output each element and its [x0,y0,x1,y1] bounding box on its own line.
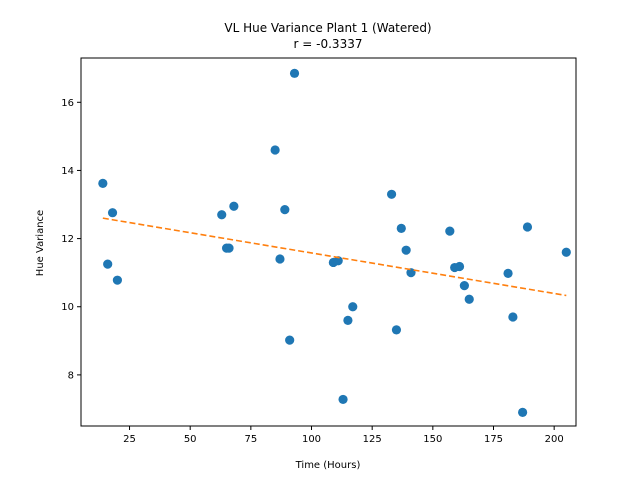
data-point [518,407,528,417]
y-tick-label: 16 [61,98,74,109]
data-point [522,222,533,232]
data-point [224,243,234,253]
x-tick-label: 75 [244,434,257,445]
data-point [333,256,343,266]
data-point [217,210,227,220]
y-tick-label: 10 [61,302,74,313]
data-point [275,254,285,264]
x-tick-label: 200 [545,434,564,445]
chart-title: VL Hue Variance Plant 1 (Watered) [224,21,431,35]
y-tick-label: 8 [68,370,74,381]
data-point [396,223,406,233]
data-point [229,201,239,211]
data-point [343,315,353,325]
x-tick-label: 100 [302,434,321,445]
data-point [348,302,358,312]
data-point [401,245,411,255]
data-point [561,247,571,257]
axes-frame [80,57,577,427]
x-axis-title: Time (Hours) [295,460,361,471]
data-point [503,268,513,278]
data-point [406,268,416,278]
plot-area: 25 50 75 100 125 150 175 200 8 10 12 14 16 [61,57,577,445]
data-point [445,226,455,236]
data-point [459,281,469,291]
data-point [454,261,465,272]
data-point [289,68,300,78]
x-tick-label: 50 [184,434,197,445]
data-point [280,205,290,215]
trend-line [102,217,567,297]
data-point [464,294,474,304]
y-tick-label: 12 [61,234,74,245]
x-tick-label: 25 [123,434,136,445]
data-point [386,189,397,199]
data-point [391,325,402,335]
data-point [103,259,113,269]
y-axis-title: Hue Variance [35,210,46,276]
data-point [508,312,518,322]
x-tick-label: 125 [363,434,382,445]
data-point [107,208,118,218]
data-point [285,335,295,345]
data-point [112,275,122,285]
data-point [98,178,108,188]
data-point [338,394,348,405]
chart-subtitle: r = -0.3337 [294,37,363,51]
data-point [270,145,280,155]
y-tick-label: 14 [61,166,74,177]
x-tick-label: 150 [423,434,442,445]
x-tick-label: 175 [484,434,503,445]
